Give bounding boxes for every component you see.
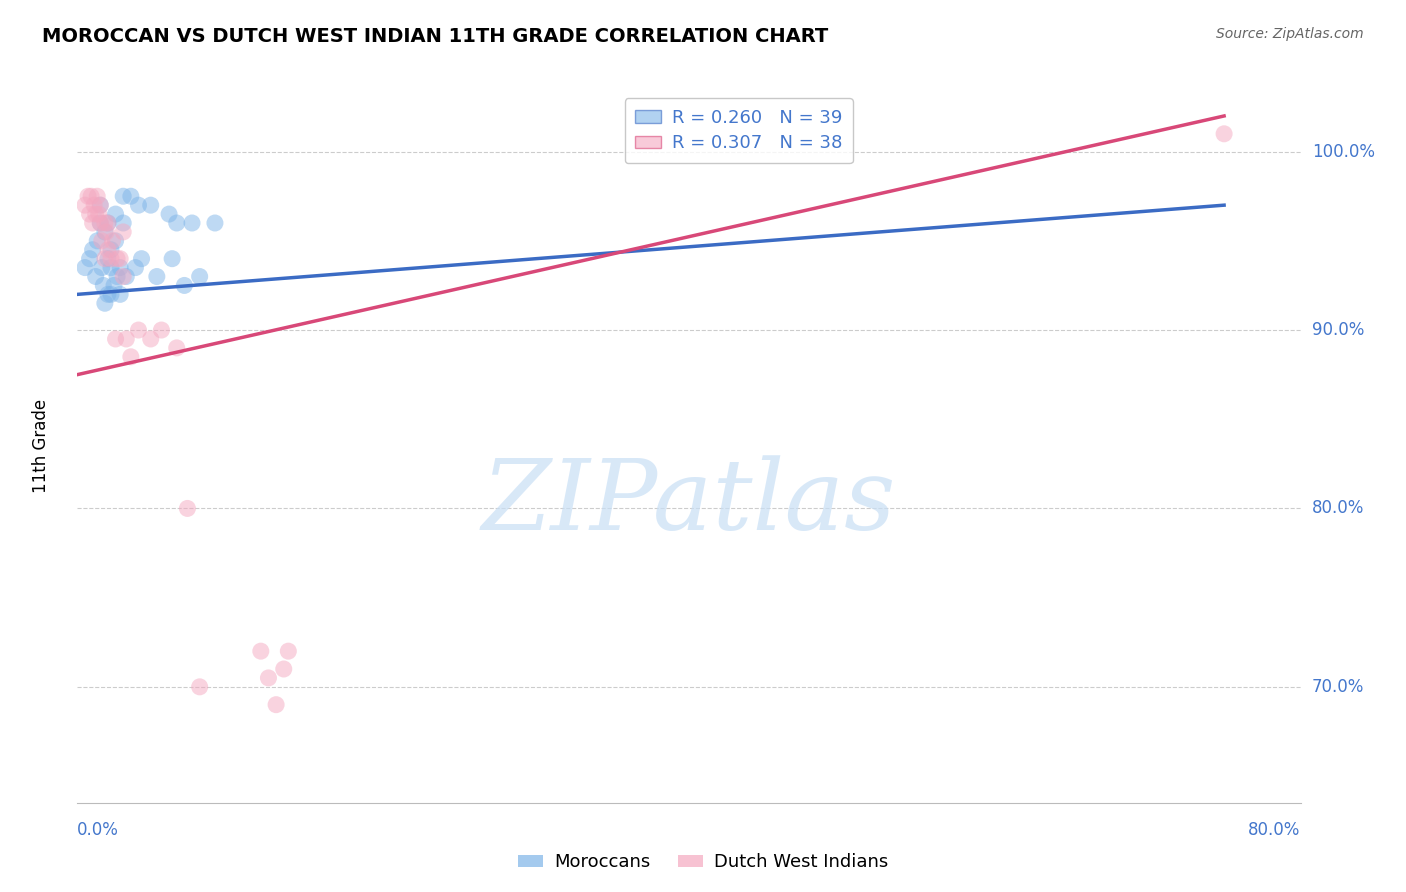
Point (176, 501, 198, 516)
Point (1213, 127, 1236, 141)
Point (94, 216, 117, 230)
Point (97, 216, 120, 230)
Point (94, 296, 117, 310)
Text: 100.0%: 100.0% (1312, 143, 1375, 161)
Point (89, 216, 111, 230)
Text: 80.0%: 80.0% (1312, 500, 1364, 517)
Text: Source: ZipAtlas.com: Source: ZipAtlas.com (1216, 27, 1364, 41)
Point (73, 260, 96, 275)
Point (80, 189, 103, 203)
Point (157, 207, 180, 221)
Point (115, 269, 138, 284)
Point (105, 269, 128, 284)
Point (264, 698, 287, 712)
Point (108, 260, 131, 275)
Point (90, 234, 112, 248)
Point (100, 260, 122, 275)
Point (124, 260, 146, 275)
Point (108, 287, 131, 301)
Point (204, 216, 226, 230)
Text: 90.0%: 90.0% (1312, 321, 1364, 339)
Point (146, 269, 169, 284)
Point (89, 198, 111, 212)
Point (87, 207, 110, 221)
Point (273, 662, 295, 676)
Point (97, 243, 120, 257)
Point (94, 225, 117, 239)
Point (100, 252, 122, 266)
Point (250, 644, 273, 658)
Point (139, 332, 162, 346)
Point (105, 252, 128, 266)
Point (104, 332, 127, 346)
Point (277, 644, 299, 658)
Point (120, 189, 142, 203)
Point (120, 350, 142, 364)
Point (127, 198, 149, 212)
Point (73, 198, 96, 212)
Point (86, 189, 108, 203)
Point (84, 269, 107, 284)
Point (79, 252, 101, 266)
Point (181, 216, 204, 230)
Legend: Moroccans, Dutch West Indians: Moroccans, Dutch West Indians (510, 847, 896, 879)
Point (112, 225, 135, 239)
Legend: R = 0.260   N = 39, R = 0.307   N = 38: R = 0.260 N = 39, R = 0.307 N = 38 (624, 98, 852, 163)
Point (82, 243, 104, 257)
Point (103, 278, 125, 293)
Point (84, 207, 107, 221)
Point (104, 207, 127, 221)
Point (83, 198, 105, 212)
Point (82, 216, 104, 230)
Point (100, 243, 122, 257)
Point (112, 216, 135, 230)
Point (139, 198, 162, 212)
Point (79, 207, 101, 221)
Point (150, 323, 173, 337)
Point (188, 680, 211, 694)
Point (104, 234, 127, 248)
Point (101, 234, 124, 248)
Point (96, 225, 118, 239)
Point (86, 234, 108, 248)
Text: 80.0%: 80.0% (1249, 821, 1301, 838)
Point (97, 252, 120, 266)
Point (89, 198, 111, 212)
Point (166, 341, 188, 355)
Point (115, 332, 138, 346)
Point (97, 287, 120, 301)
Point (97, 216, 120, 230)
Point (160, 252, 183, 266)
Point (188, 269, 211, 284)
Text: ZIPatlas: ZIPatlas (482, 456, 896, 550)
Point (112, 269, 135, 284)
Text: 11th Grade: 11th Grade (31, 399, 49, 493)
Point (91, 278, 114, 293)
Point (173, 278, 195, 293)
Point (77, 189, 100, 203)
Text: 0.0%: 0.0% (77, 821, 120, 838)
Point (108, 252, 131, 266)
Point (257, 671, 280, 685)
Point (166, 216, 188, 230)
Point (94, 252, 117, 266)
Point (89, 216, 111, 230)
Point (127, 323, 149, 337)
Point (90, 260, 112, 275)
Point (100, 287, 122, 301)
Point (112, 189, 135, 203)
Text: 70.0%: 70.0% (1312, 678, 1364, 696)
Text: MOROCCAN VS DUTCH WEST INDIAN 11TH GRADE CORRELATION CHART: MOROCCAN VS DUTCH WEST INDIAN 11TH GRADE… (42, 27, 828, 45)
Point (131, 252, 153, 266)
